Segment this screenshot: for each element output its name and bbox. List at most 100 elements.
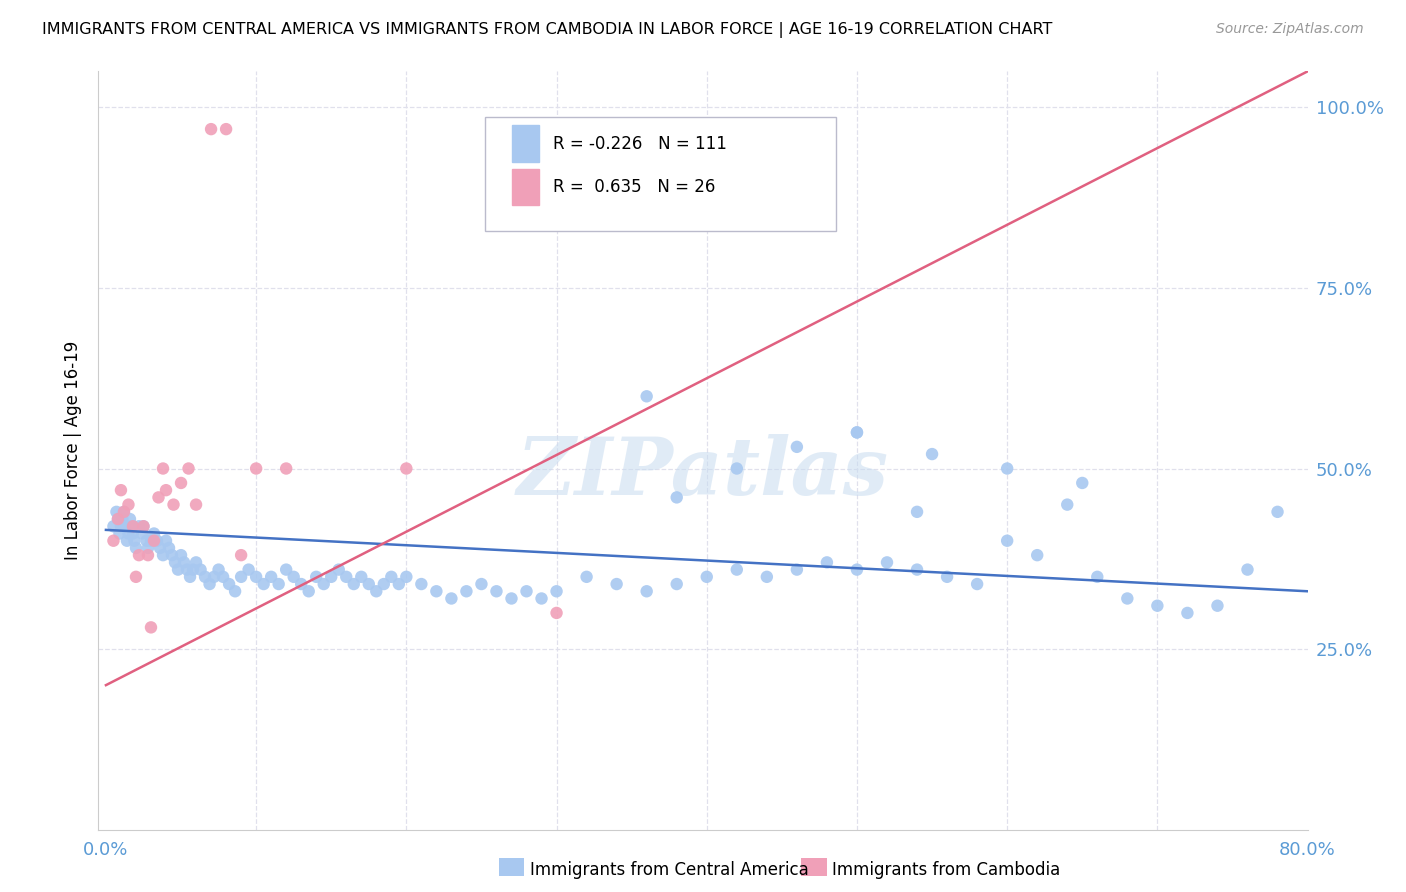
Text: IMMIGRANTS FROM CENTRAL AMERICA VS IMMIGRANTS FROM CAMBODIA IN LABOR FORCE | AGE: IMMIGRANTS FROM CENTRAL AMERICA VS IMMIG… bbox=[42, 22, 1053, 38]
Point bbox=[606, 577, 628, 591]
Point bbox=[636, 389, 658, 403]
Point bbox=[725, 563, 748, 577]
Text: Source: ZipAtlas.com: Source: ZipAtlas.com bbox=[1216, 22, 1364, 37]
Point bbox=[117, 526, 139, 541]
Point bbox=[1267, 505, 1289, 519]
Point bbox=[395, 570, 418, 584]
Point bbox=[108, 526, 131, 541]
Point bbox=[118, 512, 141, 526]
Point bbox=[1236, 563, 1258, 577]
Point bbox=[131, 526, 153, 541]
Point bbox=[107, 512, 129, 526]
Point bbox=[846, 425, 869, 440]
Bar bbox=[512, 126, 538, 161]
Point bbox=[238, 563, 260, 577]
Text: ZIPatlas: ZIPatlas bbox=[517, 434, 889, 512]
Point bbox=[725, 461, 748, 475]
Point bbox=[515, 584, 537, 599]
Point bbox=[103, 519, 125, 533]
Point bbox=[110, 519, 132, 533]
Point bbox=[786, 563, 808, 577]
Point bbox=[177, 461, 200, 475]
Point bbox=[846, 425, 869, 440]
Point bbox=[485, 584, 508, 599]
Point bbox=[224, 584, 246, 599]
Point bbox=[876, 555, 898, 569]
Point bbox=[152, 548, 174, 562]
Point bbox=[357, 577, 380, 591]
Point bbox=[267, 577, 290, 591]
Point bbox=[115, 533, 138, 548]
Point bbox=[157, 541, 180, 555]
Point bbox=[905, 505, 928, 519]
Point bbox=[283, 570, 305, 584]
Point bbox=[260, 570, 283, 584]
Point bbox=[1026, 548, 1049, 562]
Point bbox=[136, 541, 159, 555]
Point bbox=[995, 461, 1018, 475]
Point bbox=[184, 498, 207, 512]
Text: R =  0.635   N = 26: R = 0.635 N = 26 bbox=[553, 178, 716, 196]
Point bbox=[575, 570, 598, 584]
Point bbox=[143, 526, 166, 541]
Point bbox=[179, 570, 201, 584]
Point bbox=[253, 577, 276, 591]
Point bbox=[184, 555, 207, 569]
Text: Immigrants from Central America: Immigrants from Central America bbox=[530, 861, 808, 879]
Point bbox=[786, 440, 808, 454]
Point bbox=[103, 533, 125, 548]
Point bbox=[312, 577, 335, 591]
Point bbox=[139, 533, 162, 548]
Point bbox=[110, 483, 132, 498]
Point bbox=[152, 461, 174, 475]
Point bbox=[328, 563, 350, 577]
Point bbox=[470, 577, 492, 591]
Point bbox=[117, 498, 139, 512]
Point bbox=[173, 555, 195, 569]
Point bbox=[335, 570, 357, 584]
Text: Immigrants from Cambodia: Immigrants from Cambodia bbox=[832, 861, 1060, 879]
Point bbox=[229, 548, 252, 562]
Point bbox=[1206, 599, 1229, 613]
Point bbox=[136, 548, 159, 562]
Point bbox=[1177, 606, 1199, 620]
Bar bbox=[512, 169, 538, 205]
Point bbox=[276, 461, 298, 475]
Point bbox=[350, 570, 373, 584]
Point bbox=[163, 555, 186, 569]
Point bbox=[546, 606, 568, 620]
Point bbox=[167, 563, 190, 577]
Point bbox=[155, 483, 177, 498]
Point bbox=[411, 577, 433, 591]
Point bbox=[815, 555, 838, 569]
Point bbox=[546, 584, 568, 599]
Point bbox=[181, 563, 204, 577]
Point bbox=[114, 519, 136, 533]
Point bbox=[395, 461, 418, 475]
Y-axis label: In Labor Force | Age 16-19: In Labor Force | Age 16-19 bbox=[65, 341, 83, 560]
Point bbox=[380, 570, 402, 584]
Point bbox=[146, 533, 169, 548]
Point bbox=[290, 577, 312, 591]
Point bbox=[905, 563, 928, 577]
Point bbox=[366, 584, 388, 599]
Point bbox=[1085, 570, 1108, 584]
Point bbox=[200, 122, 222, 136]
Point bbox=[112, 505, 135, 519]
Point bbox=[665, 491, 688, 505]
Point bbox=[276, 563, 298, 577]
Point bbox=[212, 570, 235, 584]
Point bbox=[135, 533, 157, 548]
Point bbox=[132, 519, 155, 533]
Text: R = -0.226   N = 111: R = -0.226 N = 111 bbox=[553, 135, 727, 153]
Point bbox=[122, 519, 145, 533]
Point bbox=[155, 533, 177, 548]
Point bbox=[125, 541, 148, 555]
Point bbox=[121, 519, 143, 533]
Point bbox=[143, 533, 166, 548]
Point bbox=[149, 541, 172, 555]
Point bbox=[245, 461, 267, 475]
Point bbox=[202, 570, 225, 584]
Point bbox=[207, 563, 229, 577]
Point bbox=[298, 584, 321, 599]
